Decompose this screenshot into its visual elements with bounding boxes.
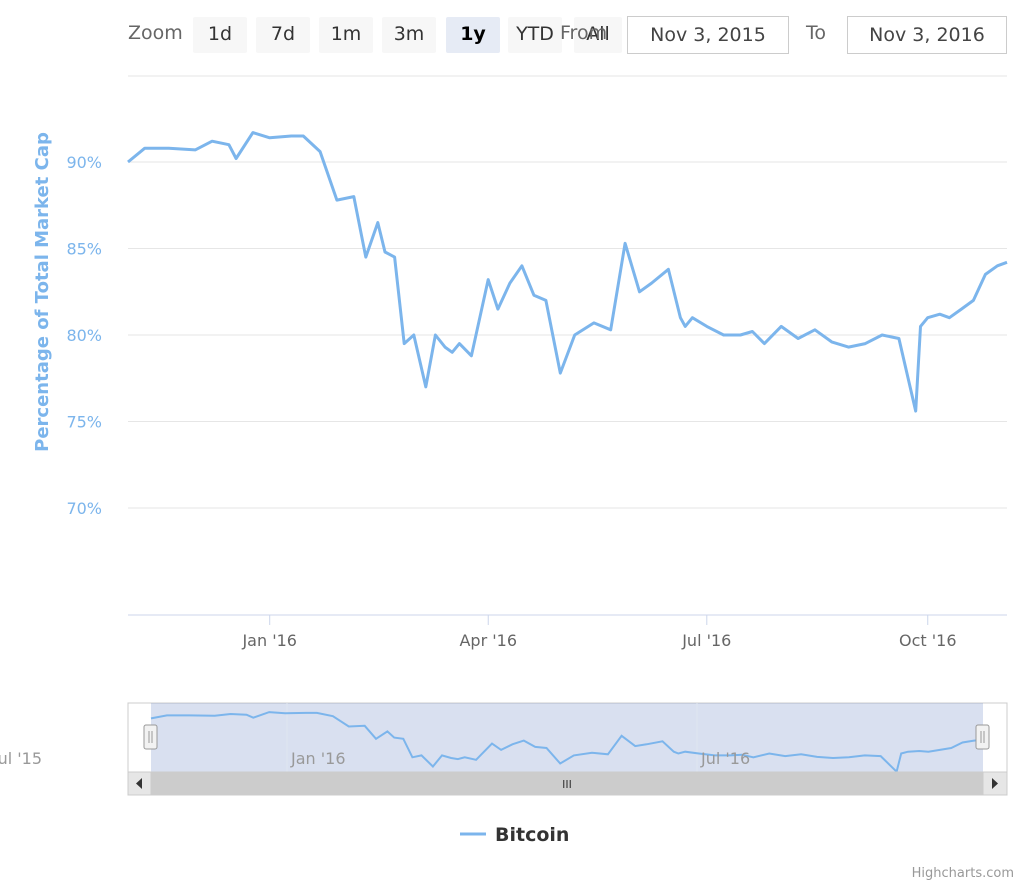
zoom-3m-button[interactable]: 3m xyxy=(382,17,436,53)
y-tick-label: 70% xyxy=(66,499,102,518)
x-tick-label: Apr '16 xyxy=(459,631,517,650)
navigator-background xyxy=(127,702,1008,773)
scrollbar-thumb[interactable] xyxy=(151,772,983,795)
zoom-ytd-button[interactable]: YTD xyxy=(508,17,562,53)
legend-item-bitcoin[interactable]: Bitcoin xyxy=(460,824,569,846)
scrollbar-left-arrow-icon[interactable] xyxy=(127,771,152,796)
navigator-right-handle[interactable] xyxy=(975,724,990,750)
zoom-1m-button[interactable]: 1m xyxy=(319,17,373,53)
y-tick-label: 85% xyxy=(66,240,102,259)
zoom-label: Zoom xyxy=(128,22,183,44)
to-date-input[interactable]: Nov 3, 2016 xyxy=(847,16,1007,54)
scrollbar-right-arrow-icon[interactable] xyxy=(982,771,1008,796)
grid-lines xyxy=(128,75,1007,509)
highcharts-credit[interactable]: Highcharts.com xyxy=(911,866,1014,881)
navigator-tick-jul15: Jul '15 xyxy=(0,749,42,768)
zoom-1d-button[interactable]: 1d xyxy=(193,17,247,53)
scrollbar[interactable]: III xyxy=(127,771,1008,796)
y-tick-label: 75% xyxy=(66,413,102,432)
y-tick-label: 80% xyxy=(66,326,102,345)
legend-label: Bitcoin xyxy=(495,824,569,846)
navigator-series-line xyxy=(150,711,984,774)
zoom-1y-button[interactable]: 1y xyxy=(446,17,500,53)
navigator[interactable]: Jul '15 Jan '16 Jul '16 xyxy=(0,702,1008,774)
y-axis-title: Percentage of Total Market Cap xyxy=(32,132,53,452)
x-tick-label: Jan '16 xyxy=(241,631,297,650)
navigator-tick-jan16: Jan '16 xyxy=(290,749,346,768)
from-label: From xyxy=(560,22,608,44)
scrollbar-grip-icon: III xyxy=(562,778,572,791)
x-tick-label: Oct '16 xyxy=(899,631,957,650)
x-axis-ticks: Jan '16 Apr '16 Jul '16 Oct '16 xyxy=(241,615,957,650)
bitcoin-series-line[interactable] xyxy=(127,131,1008,413)
to-label: To xyxy=(806,22,827,44)
y-tick-label: 90% xyxy=(66,153,102,172)
x-tick-label: Jul '16 xyxy=(681,631,731,650)
navigator-tick-jul16: Jul '16 xyxy=(700,749,750,768)
y-axis-ticks: 70% 75% 80% 85% 90% xyxy=(66,153,102,518)
from-date-input[interactable]: Nov 3, 2015 xyxy=(627,16,789,54)
zoom-all-button[interactable]: All xyxy=(574,17,622,53)
navigator-left-handle[interactable] xyxy=(143,724,158,750)
zoom-7d-button[interactable]: 7d xyxy=(256,17,310,53)
